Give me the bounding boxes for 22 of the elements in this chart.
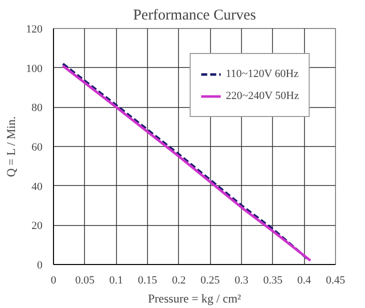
chart-title: Performance Curves bbox=[133, 8, 256, 24]
y-tick-label: 120 bbox=[26, 24, 43, 36]
x-tick-label: 0 bbox=[50, 274, 57, 286]
legend-label: 220~240V 50Hz bbox=[226, 90, 299, 102]
y-tick-label: 0 bbox=[37, 260, 43, 272]
x-tick-label: 0.1 bbox=[109, 274, 124, 286]
x-tick-label: 0.4 bbox=[297, 274, 312, 286]
x-tick-label: 0.45 bbox=[326, 274, 346, 286]
y-tick-label: 20 bbox=[32, 220, 43, 232]
x-tick-label: 0.3 bbox=[234, 274, 249, 286]
y-axis-title: Q = L / Min. bbox=[4, 116, 18, 178]
x-tick-label: 0.15 bbox=[138, 274, 158, 286]
x-tick-label: 0.25 bbox=[200, 274, 220, 286]
legend-label: 110~120V 60Hz bbox=[226, 68, 299, 80]
x-axis-title: Pressure = kg / cm² bbox=[148, 292, 242, 306]
x-tick-label: 0.2 bbox=[172, 274, 186, 286]
x-tick-label: 0.05 bbox=[75, 274, 95, 286]
y-tick-label: 100 bbox=[26, 62, 43, 75]
y-tick-label: 60 bbox=[32, 142, 43, 154]
y-tick-label: 80 bbox=[32, 102, 43, 114]
x-tick-label: 0.35 bbox=[263, 274, 283, 286]
y-tick-label: 40 bbox=[32, 180, 43, 193]
